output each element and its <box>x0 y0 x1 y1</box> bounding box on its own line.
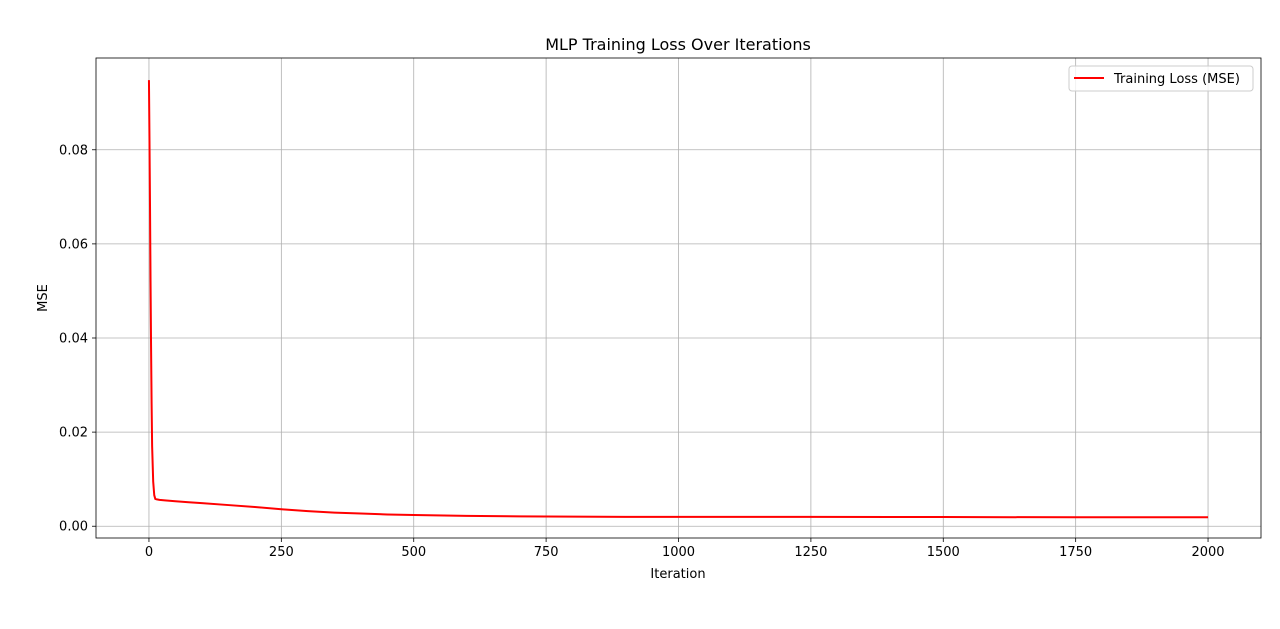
grid-lines <box>96 58 1261 538</box>
y-axis-ticks: 0.00 0.02 0.04 0.06 0.08 <box>59 143 96 535</box>
x-tick-label: 1500 <box>927 545 960 560</box>
legend-box <box>1068 65 1254 92</box>
x-tick-label: 750 <box>534 545 559 560</box>
x-axis-ticks: 0 250 500 750 1000 1250 1500 1750 2000 <box>145 538 1225 560</box>
y-tick-label: 0.08 <box>59 143 88 158</box>
x-axis-label: Iteration <box>650 567 705 582</box>
series-line-training-loss <box>147 80 1209 519</box>
y-tick-label: 0.02 <box>59 426 88 441</box>
legend: Training Loss (MSE) <box>1068 65 1254 92</box>
series-layer <box>147 80 1209 519</box>
x-tick-label: 250 <box>269 545 294 560</box>
x-tick-label: 1000 <box>662 545 695 560</box>
x-tick-label: 1250 <box>794 545 827 560</box>
chart-title: MLP Training Loss Over Iterations <box>545 35 811 54</box>
y-axis-label: MSE <box>36 284 51 312</box>
x-tick-label: 2000 <box>1191 545 1224 560</box>
x-tick-label: 1750 <box>1059 545 1092 560</box>
y-tick-label: 0.00 <box>59 520 88 535</box>
legend-label-training-loss: Training Loss (MSE) <box>1113 72 1240 87</box>
y-tick-label: 0.04 <box>59 332 88 347</box>
y-tick-label: 0.06 <box>59 237 88 252</box>
x-tick-label: 0 <box>145 545 153 560</box>
x-tick-label: 500 <box>401 545 426 560</box>
